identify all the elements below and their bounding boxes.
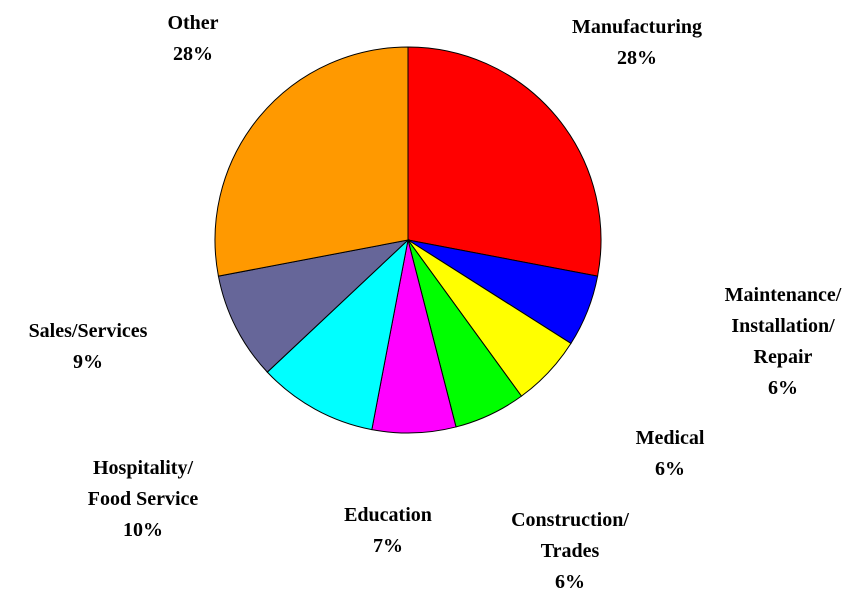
value-label: 10% <box>123 519 163 541</box>
slice-label: Construction/ Trades 6% <box>511 505 629 598</box>
slice-label: Medical 6% <box>636 423 705 485</box>
slice-label: Education 7% <box>344 500 432 562</box>
value-label: 7% <box>373 535 403 557</box>
value-label: 28% <box>617 47 657 69</box>
category-label: Hospitality/ Food Service <box>87 457 199 510</box>
category-label: Manufacturing <box>572 16 702 38</box>
pie-slice <box>214 46 409 277</box>
slice-label: Hospitality/ Food Service 10% <box>88 453 199 546</box>
category-label: Maintenance/ Installation/ Repair <box>724 284 842 368</box>
value-label: 6% <box>768 377 798 399</box>
slice-label: Other 28% <box>167 8 218 70</box>
value-label: 9% <box>73 351 103 373</box>
category-label: Education <box>344 504 432 526</box>
category-label: Medical <box>635 427 705 449</box>
slice-label: Maintenance/ Installation/ Repair 6% <box>725 280 842 404</box>
slice-label: Sales/Services 9% <box>29 316 148 378</box>
category-label: Sales/Services <box>28 320 148 342</box>
pie-slice <box>407 46 602 277</box>
value-label: 28% <box>173 43 213 65</box>
value-label: 6% <box>655 458 685 480</box>
value-label: 6% <box>554 571 585 593</box>
slice-label: Manufacturing 28% <box>572 12 702 74</box>
pie-slice <box>266 238 409 431</box>
pie-slice <box>217 239 410 373</box>
category-label: Other <box>167 12 219 34</box>
category-label: Construction/ Trades <box>511 509 629 562</box>
